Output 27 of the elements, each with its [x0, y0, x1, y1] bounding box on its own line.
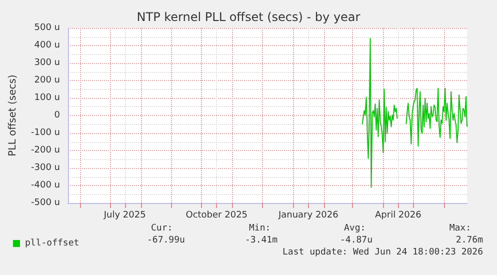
y-tick-label: 400 u [34, 40, 60, 50]
y-tick-label: -200 u [31, 146, 60, 156]
y-tick-label: 500 u [34, 23, 60, 33]
chart-title: NTP kernel PLL offset (secs) - by year [136, 10, 360, 24]
y-tick-label: 200 u [34, 76, 60, 86]
x-tick-label: January 2026 [277, 210, 339, 220]
text: Last update: Wed Jun 24 18:00:23 2026 [282, 248, 483, 258]
text: -67.99u [147, 236, 185, 246]
legend-label: pll-offset [25, 238, 80, 248]
y-tick-label: -300 u [31, 163, 60, 173]
y-tick-label: 0 [54, 110, 60, 120]
text: -4.87u [340, 236, 373, 246]
text: Max: [449, 224, 472, 234]
y-axis-title: PLL offset (secs) [8, 74, 18, 156]
y-tick-label: -500 u [31, 198, 60, 208]
text: -3.41m [245, 236, 278, 246]
x-tick-label: October 2025 [186, 210, 248, 220]
text: 2.76m [456, 236, 483, 246]
y-tick-label: -100 u [31, 128, 60, 138]
y-tick-label: 300 u [34, 58, 60, 68]
x-tick-label: April 2026 [375, 210, 422, 220]
y-tick-label: -400 u [31, 180, 60, 190]
y-tick-label: 100 u [34, 93, 60, 103]
x-tick-label: July 2025 [102, 210, 146, 220]
text: Avg: [344, 224, 366, 234]
text: Min: [249, 224, 271, 234]
text: Cur: [151, 224, 173, 234]
